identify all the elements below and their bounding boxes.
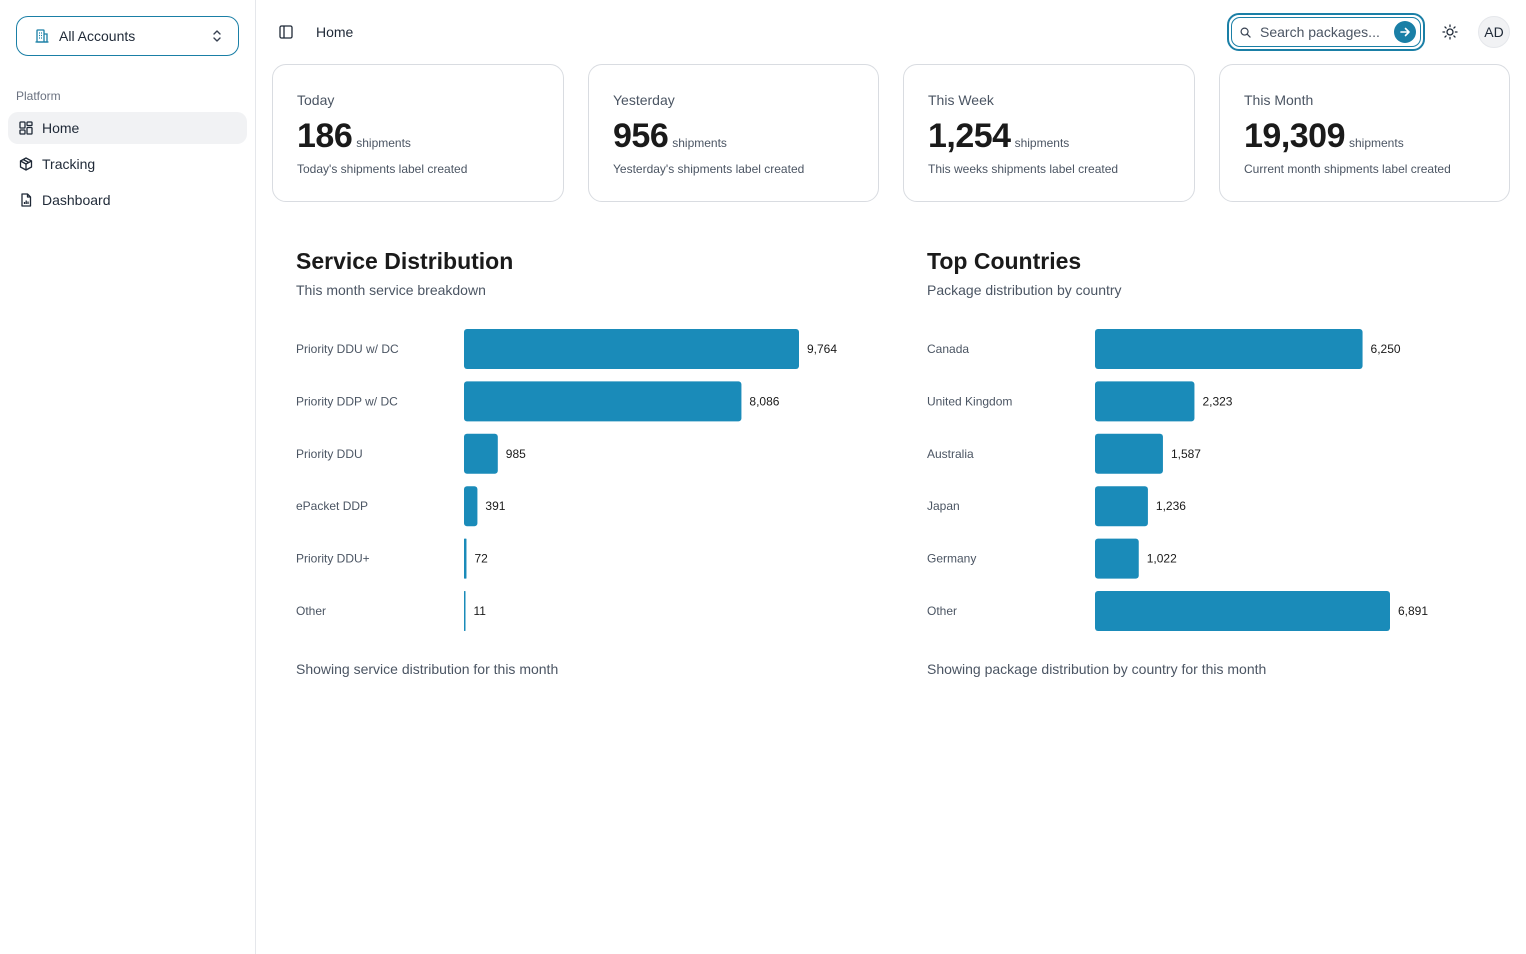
bar-value-label: 985 (506, 447, 526, 461)
bar-category-label: Canada (927, 342, 969, 356)
chart-footer: Showing package distribution by country … (927, 661, 1267, 677)
stat-card-description: This weeks shipments label created (928, 162, 1119, 176)
package-icon (18, 156, 34, 172)
bar-value-label: 11 (474, 604, 487, 618)
bar-value-label: 6,891 (1398, 604, 1428, 618)
account-switcher-label: All Accounts (59, 28, 136, 44)
bar-value-label: 72 (474, 552, 488, 566)
stat-card-unit: shipments (672, 136, 727, 150)
stat-card-value: 1,254 (928, 117, 1011, 155)
bar-value-label: 391 (485, 499, 505, 513)
sidebar-item-tracking[interactable]: Tracking (8, 148, 247, 180)
bar[interactable] (1095, 538, 1139, 579)
bar-category-label: Priority DDU w/ DC (296, 342, 399, 356)
bar[interactable] (464, 486, 478, 527)
stat-card-description: Yesterday's shipments label created (613, 162, 805, 176)
sidebar-item-label: Dashboard (42, 192, 111, 208)
bar-category-label: Priority DDU (296, 447, 363, 461)
search-input[interactable] (1260, 24, 1384, 40)
chart-subtitle: This month service breakdown (296, 282, 486, 298)
bar-category-label: ePacket DDP (296, 499, 368, 513)
stat-card-title: Yesterday (613, 92, 675, 108)
bar[interactable] (1095, 433, 1163, 474)
search-box (1227, 13, 1425, 51)
bar[interactable] (464, 433, 498, 474)
sidebar-nav: Home Tracking Dashboard (8, 112, 247, 220)
sidebar: All Accounts Platform Home (0, 0, 256, 954)
stat-card-value-row: 19,309 shipments (1244, 117, 1404, 156)
bar-category-label: Other (927, 604, 957, 618)
chart-title: Top Countries (927, 248, 1082, 274)
bar-category-label: United Kingdom (927, 394, 1012, 408)
stat-card-value-row: 1,254 shipments (928, 117, 1069, 156)
bar[interactable] (1095, 381, 1195, 422)
service-distribution-chart: Service Distribution This month service … (296, 236, 856, 696)
stat-card-value: 956 (613, 117, 669, 155)
stat-card-unit: shipments (1349, 136, 1404, 150)
stat-card-today: Today 186 shipments Today's shipments la… (272, 64, 564, 202)
bar-category-label: Other (296, 604, 326, 618)
dashboard-grid-icon (18, 120, 34, 136)
sidebar-item-dashboard[interactable]: Dashboard (8, 184, 247, 216)
search-submit-button[interactable] (1394, 21, 1416, 43)
top-countries-chart: Top Countries Package distribution by co… (927, 236, 1487, 696)
stat-card-this-week: This Week 1,254 shipments This weeks shi… (903, 64, 1195, 202)
bar-value-label: 6,250 (1371, 342, 1401, 356)
arrow-right-icon (1400, 27, 1410, 37)
account-switcher[interactable]: All Accounts (16, 16, 239, 56)
bar-category-label: Priority DDU+ (296, 552, 370, 566)
stat-card-description: Current month shipments label created (1244, 162, 1451, 176)
stat-card-value-row: 186 shipments (297, 117, 411, 156)
bar[interactable] (1095, 486, 1148, 527)
bar[interactable] (1095, 329, 1363, 369)
chart-subtitle: Package distribution by country (927, 282, 1122, 298)
stat-card-this-month: This Month 19,309 shipments Current mont… (1219, 64, 1510, 202)
bar-value-label: 9,764 (807, 342, 837, 356)
building-icon (33, 27, 51, 45)
stat-card-description: Today's shipments label created (297, 162, 468, 176)
stat-card-title: This Month (1244, 92, 1314, 108)
stat-card-title: This Week (928, 92, 994, 108)
bar-value-label: 1,236 (1156, 499, 1186, 513)
bar-category-label: Priority DDP w/ DC (296, 394, 398, 408)
search-field (1231, 17, 1421, 47)
bar-category-label: Germany (927, 552, 976, 566)
bar[interactable] (464, 329, 799, 369)
bar-value-label: 2,323 (1202, 394, 1232, 408)
bar[interactable] (464, 591, 466, 631)
stat-card-yesterday: Yesterday 956 shipments Yesterday's ship… (588, 64, 879, 202)
chart-footer: Showing service distribution for this mo… (296, 661, 559, 677)
sun-icon[interactable] (1440, 22, 1460, 42)
stat-card-value: 186 (297, 117, 353, 155)
service-bar-chart-svg: Priority DDU w/ DC 9,764 Priority DDP w/ D… (296, 329, 837, 631)
chart-title: Service Distribution (296, 248, 514, 274)
sidebar-item-home[interactable]: Home (8, 112, 247, 144)
search-icon (1240, 26, 1252, 38)
bar-value-label: 1,587 (1171, 447, 1201, 461)
bar[interactable] (464, 538, 467, 579)
report-file-icon (18, 192, 34, 208)
sidebar-section-label: Platform (16, 89, 61, 103)
bar-value-label: 1,022 (1147, 552, 1177, 566)
countries-bar-chart-svg: Canada 6,250 United Kingdom 2,323 Australia 1… (927, 329, 1428, 631)
top-bar: Home AD (256, 0, 1526, 64)
user-avatar[interactable]: AD (1478, 16, 1510, 48)
stat-card-unit: shipments (1014, 136, 1070, 150)
sidebar-item-label: Tracking (42, 156, 96, 172)
sidebar-toggle-icon[interactable] (276, 22, 296, 42)
chevron-up-down-icon (210, 28, 224, 44)
bar-value-label: 8,086 (749, 394, 779, 408)
bar[interactable] (1095, 591, 1390, 631)
page-title: Home (316, 24, 354, 40)
bar[interactable] (464, 381, 742, 422)
bar-category-label: Australia (927, 447, 974, 461)
sidebar-item-label: Home (42, 120, 80, 136)
stat-card-unit: shipments (356, 136, 411, 150)
bar-category-label: Japan (927, 499, 960, 513)
stat-card-value-row: 956 shipments (613, 117, 727, 156)
stat-card-title: Today (297, 92, 335, 108)
stat-card-value: 19,309 (1244, 117, 1346, 155)
